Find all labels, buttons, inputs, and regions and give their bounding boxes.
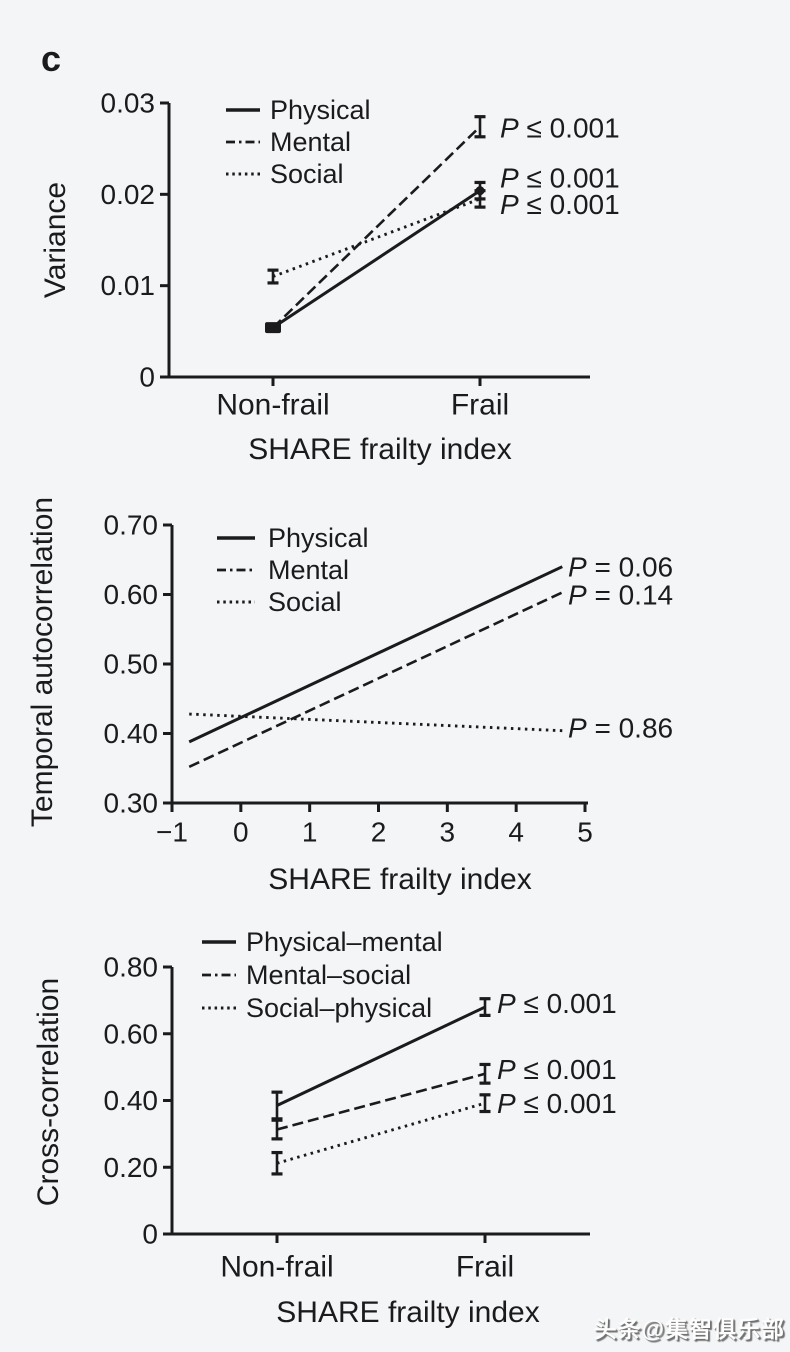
legend-label: Social–physical: [246, 993, 432, 1023]
series-line-physical: [272, 189, 481, 329]
series-line-mental: [188, 591, 563, 769]
p-value-label: P = 0.14: [568, 579, 673, 610]
x-tick-label: Non-frail: [220, 1251, 333, 1284]
x-tick-label: 5: [577, 817, 593, 848]
x-tick-label: 1: [302, 817, 318, 848]
y-tick-label: 0.03: [101, 88, 156, 119]
y-tick-label: 0.40: [104, 718, 159, 749]
series-line-mental: [272, 125, 481, 329]
p-value-label: P ≤ 0.001: [500, 162, 620, 193]
p-value-label: P = 0.06: [568, 551, 673, 582]
x-axis-title-bottom: SHARE frailty index: [276, 1296, 540, 1329]
watermark: 头条@集智俱乐部: [593, 1316, 785, 1342]
x-tick-label: 0: [233, 817, 249, 848]
p-value-label: P ≤ 0.001: [497, 1053, 617, 1084]
x-tick-label: −1: [156, 817, 188, 848]
series-line-physical: [188, 565, 563, 744]
p-value-label: P = 0.86: [568, 712, 673, 743]
legend-label: Social: [270, 159, 344, 189]
legend-label: Physical: [270, 95, 371, 125]
y-tick-label: 0.70: [104, 510, 159, 541]
x-tick-label: Frail: [451, 389, 509, 422]
y-axis-title-cross-correlation: Cross-correlation: [32, 977, 65, 1207]
x-axis-title-middle: SHARE frailty index: [268, 863, 532, 896]
y-tick-label: 0: [139, 362, 155, 393]
legend-label: Mental: [268, 555, 349, 585]
y-tick-label: 0.01: [101, 270, 156, 301]
y-axis-title-variance: Variance: [39, 181, 72, 299]
y-tick-label: 0.50: [104, 649, 159, 680]
y-tick-label: 0.60: [104, 579, 159, 610]
x-tick-label: 3: [440, 817, 456, 848]
y-tick-label: 0.60: [104, 1018, 159, 1049]
x-tick-label: 4: [508, 817, 524, 848]
panel-letter: c: [41, 38, 62, 79]
p-value-label: P ≤ 0.001: [500, 188, 620, 219]
series-line-physical-mental: [276, 1005, 486, 1107]
legend-label: Mental: [270, 127, 351, 157]
legend-label: Mental–social: [246, 960, 411, 990]
series-line-social: [189, 712, 563, 733]
x-tick-label: Frail: [456, 1251, 514, 1284]
legend-label: Physical–mental: [246, 927, 443, 957]
y-tick-label: 0.40: [104, 1085, 159, 1116]
y-tick-label: 0.80: [104, 952, 159, 983]
p-value-label: P ≤ 0.001: [497, 988, 617, 1019]
legend-label: Physical: [268, 523, 369, 553]
series-line-social: [272, 197, 481, 278]
x-tick-label: 2: [371, 817, 387, 848]
x-axis-title-top: SHARE frailty index: [248, 433, 512, 466]
series-line-social-physical: [276, 1101, 486, 1165]
y-tick-label: 0.20: [104, 1152, 159, 1183]
y-tick-label: 0: [142, 1219, 158, 1250]
legend-label: Social: [268, 587, 342, 617]
x-tick-label: Non-frail: [216, 389, 329, 422]
y-tick-label: 0.02: [101, 179, 156, 210]
series-line-mental-social: [276, 1072, 486, 1131]
y-tick-label: 0.30: [104, 788, 159, 819]
p-value-label: P ≤ 0.001: [497, 1088, 617, 1119]
y-axis-title-temporal-autocorrelation: Temporal autocorrelation: [26, 496, 59, 828]
p-value-label: P ≤ 0.001: [500, 112, 620, 143]
